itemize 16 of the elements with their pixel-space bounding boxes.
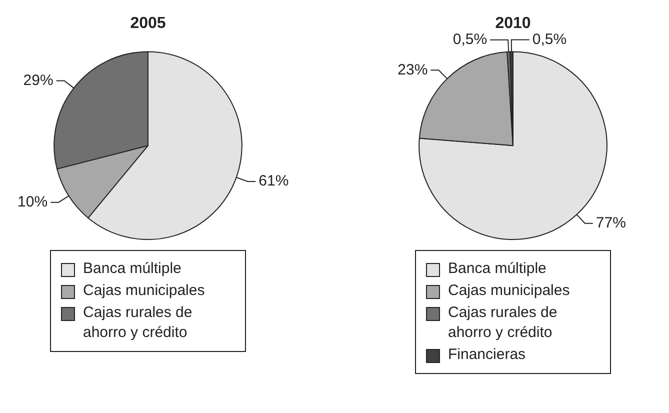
legend-label: Financieras	[448, 345, 526, 365]
chart-title: 2005	[130, 15, 166, 32]
data-label: 23%	[398, 61, 428, 78]
legend-label: Banca múltiple	[448, 259, 546, 279]
legend-label: Cajas municipales	[448, 281, 570, 301]
legend-label: Cajas municipales	[83, 281, 205, 301]
legend-label: Banca múltiple	[83, 259, 182, 279]
chart-title: 2010	[495, 15, 531, 32]
data-label: 10%	[18, 193, 48, 210]
data-label: 29%	[23, 72, 54, 89]
legend-label: Cajas rurales de ahorro y crédito	[83, 303, 194, 343]
data-label: 77%	[596, 214, 626, 232]
legend-label: Cajas rurales de ahorro y crédito	[448, 303, 558, 343]
data-label: 0,5%	[452, 30, 488, 48]
data-label: 0,5%	[532, 30, 567, 48]
data-label: 61%	[258, 172, 289, 190]
